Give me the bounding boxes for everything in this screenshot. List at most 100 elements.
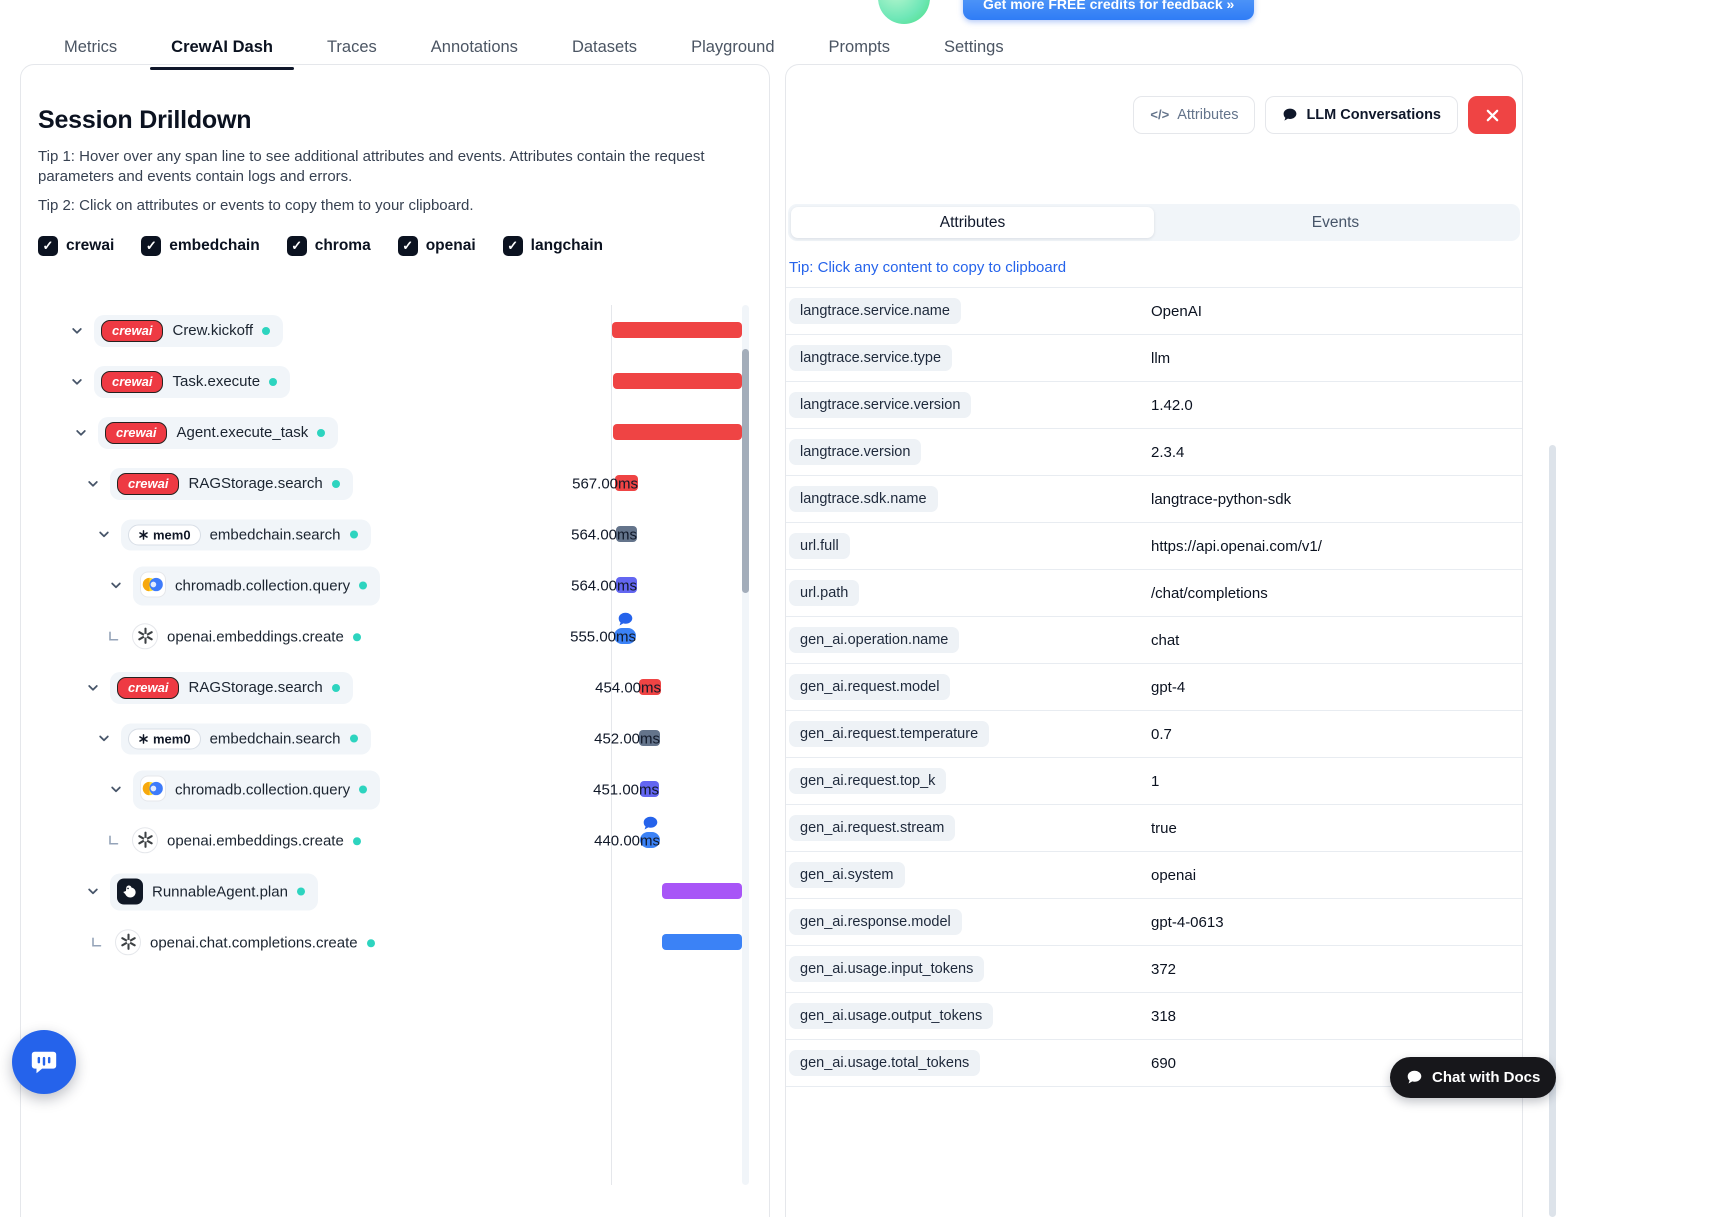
span-row[interactable]: openai.embeddings.create 440.00ms: [21, 815, 769, 866]
attribute-key[interactable]: gen_ai.operation.name: [789, 627, 960, 653]
chevron-down-icon[interactable]: [97, 528, 111, 542]
span-row[interactable]: crewai RAGStorage.search 567.00ms: [21, 458, 769, 509]
attribute-row[interactable]: gen_ai.request.temperature 0.7: [786, 711, 1522, 758]
chevron-down-icon[interactable]: [109, 579, 123, 593]
attribute-row[interactable]: gen_ai.usage.output_tokens 318: [786, 993, 1522, 1040]
attribute-value[interactable]: gpt-4: [1151, 678, 1186, 696]
chat-with-docs-button[interactable]: Chat with Docs: [1390, 1057, 1557, 1098]
span-duration-bar[interactable]: [616, 577, 637, 594]
attribute-row[interactable]: url.full https://api.openai.com/v1/: [786, 523, 1522, 570]
span-duration-bar[interactable]: [613, 373, 742, 390]
vendor-filter[interactable]: chroma: [286, 236, 371, 257]
chevron-down-icon[interactable]: [86, 885, 100, 899]
attribute-key[interactable]: gen_ai.usage.input_tokens: [789, 956, 985, 982]
span-duration-bar[interactable]: [640, 781, 659, 798]
attribute-key[interactable]: langtrace.service.type: [789, 345, 953, 371]
nav-tab[interactable]: CrewAI Dash: [150, 38, 294, 70]
checkbox-checked-icon[interactable]: [502, 236, 523, 257]
close-button[interactable]: [1468, 96, 1516, 134]
span-row[interactable]: crewai Crew.kickoff: [21, 305, 769, 356]
attribute-row[interactable]: gen_ai.system openai: [786, 852, 1522, 899]
span-row[interactable]: openai.chat.completions.create: [21, 917, 769, 968]
llm-chat-bubble-icon[interactable]: [617, 611, 634, 628]
attribute-value[interactable]: 0.7: [1151, 725, 1172, 743]
attribute-row[interactable]: langtrace.sdk.name langtrace-python-sdk: [786, 476, 1522, 523]
credits-button[interactable]: Get more FREE credits for feedback »: [963, 0, 1255, 20]
attribute-key[interactable]: gen_ai.system: [789, 862, 905, 888]
attribute-value[interactable]: 372: [1151, 960, 1177, 978]
nav-tab[interactable]: Settings: [944, 38, 1004, 57]
span-duration-bar[interactable]: [612, 322, 742, 339]
avatar[interactable]: [878, 0, 930, 24]
vendor-filter[interactable]: langchain: [502, 236, 603, 257]
nav-tab[interactable]: Datasets: [572, 38, 637, 57]
attribute-row[interactable]: gen_ai.response.model gpt-4-0613: [786, 899, 1522, 946]
attribute-value[interactable]: chat: [1151, 631, 1180, 649]
attribute-value[interactable]: 1.42.0: [1151, 396, 1193, 414]
attribute-value[interactable]: llm: [1151, 349, 1171, 367]
span-row[interactable]: crewai RAGStorage.search 454.00ms: [21, 662, 769, 713]
span-duration-bar[interactable]: [639, 730, 660, 747]
checkbox-checked-icon[interactable]: [141, 236, 162, 257]
span-row[interactable]: crewai Agent.execute_task: [21, 407, 769, 458]
attribute-key[interactable]: gen_ai.request.top_k: [789, 768, 947, 794]
nav-tab[interactable]: Metrics: [64, 38, 117, 57]
chevron-down-icon[interactable]: [97, 732, 111, 746]
attribute-row[interactable]: gen_ai.request.top_k 1: [786, 758, 1522, 805]
attribute-row[interactable]: langtrace.service.name OpenAI: [786, 288, 1522, 335]
span-duration-bar[interactable]: [639, 679, 661, 696]
checkbox-checked-icon[interactable]: [38, 236, 58, 257]
details-tab[interactable]: Events: [1154, 207, 1517, 238]
attribute-value[interactable]: openai: [1151, 866, 1197, 884]
chevron-down-icon[interactable]: [86, 477, 100, 491]
vendor-filter[interactable]: openai: [397, 236, 476, 257]
vendor-filter[interactable]: crewai: [38, 236, 114, 257]
attribute-value[interactable]: 318: [1151, 1007, 1177, 1025]
attribute-row[interactable]: gen_ai.request.model gpt-4: [786, 664, 1522, 711]
span-row[interactable]: chromadb.collection.query 451.00ms: [21, 764, 769, 815]
span-duration-bar[interactable]: [615, 475, 638, 492]
details-tab[interactable]: Attributes: [791, 207, 1154, 238]
span-duration-bar[interactable]: [640, 832, 660, 849]
attribute-key[interactable]: gen_ai.request.model: [789, 674, 951, 700]
attribute-value[interactable]: https://api.openai.com/v1/: [1151, 537, 1322, 555]
attribute-key[interactable]: langtrace.service.name: [789, 298, 961, 324]
checkbox-checked-icon[interactable]: [286, 236, 307, 257]
attribute-value[interactable]: 1: [1151, 772, 1160, 790]
attribute-key[interactable]: gen_ai.request.stream: [789, 815, 956, 841]
attribute-row[interactable]: gen_ai.usage.input_tokens 372: [786, 946, 1522, 993]
attribute-key[interactable]: gen_ai.request.temperature: [789, 721, 990, 747]
chevron-down-icon[interactable]: [109, 783, 123, 797]
span-row[interactable]: mem0 embedchain.search 564.00ms: [21, 509, 769, 560]
chevron-down-icon[interactable]: [74, 426, 88, 440]
attribute-row[interactable]: langtrace.service.type llm: [786, 335, 1522, 382]
nav-tab[interactable]: Prompts: [829, 38, 890, 57]
attribute-key[interactable]: gen_ai.response.model: [789, 909, 962, 935]
attribute-key[interactable]: gen_ai.usage.total_tokens: [789, 1050, 981, 1076]
attribute-row[interactable]: gen_ai.request.stream true: [786, 805, 1522, 852]
checkbox-checked-icon[interactable]: [397, 236, 418, 257]
attribute-value[interactable]: gpt-4-0613: [1151, 913, 1224, 931]
llm-chat-bubble-icon[interactable]: [642, 815, 659, 832]
span-duration-bar[interactable]: [616, 526, 637, 543]
nav-tab[interactable]: Traces: [327, 38, 377, 57]
attribute-row[interactable]: gen_ai.usage.total_tokens 690: [786, 1040, 1522, 1087]
attribute-key[interactable]: url.path: [789, 580, 860, 606]
nav-tab[interactable]: Annotations: [431, 38, 518, 57]
tree-scrollbar-thumb[interactable]: [742, 349, 749, 594]
attribute-value[interactable]: 690: [1151, 1054, 1177, 1072]
attribute-value[interactable]: OpenAI: [1151, 302, 1202, 320]
attribute-row[interactable]: langtrace.version 2.3.4: [786, 429, 1522, 476]
attribute-value[interactable]: langtrace-python-sdk: [1151, 490, 1292, 508]
attribute-key[interactable]: url.full: [789, 533, 850, 559]
span-row[interactable]: RunnableAgent.plan: [21, 866, 769, 917]
chevron-down-icon[interactable]: [86, 681, 100, 695]
span-duration-bar[interactable]: [662, 883, 742, 900]
attribute-row[interactable]: url.path /chat/completions: [786, 570, 1522, 617]
attribute-row[interactable]: gen_ai.operation.name chat: [786, 617, 1522, 664]
span-row[interactable]: chromadb.collection.query 564.00ms: [21, 560, 769, 611]
chat-launcher-button[interactable]: [12, 1030, 76, 1094]
attribute-key[interactable]: langtrace.version: [789, 439, 922, 465]
attribute-value[interactable]: /chat/completions: [1151, 584, 1268, 602]
span-row[interactable]: openai.embeddings.create 555.00ms: [21, 611, 769, 662]
